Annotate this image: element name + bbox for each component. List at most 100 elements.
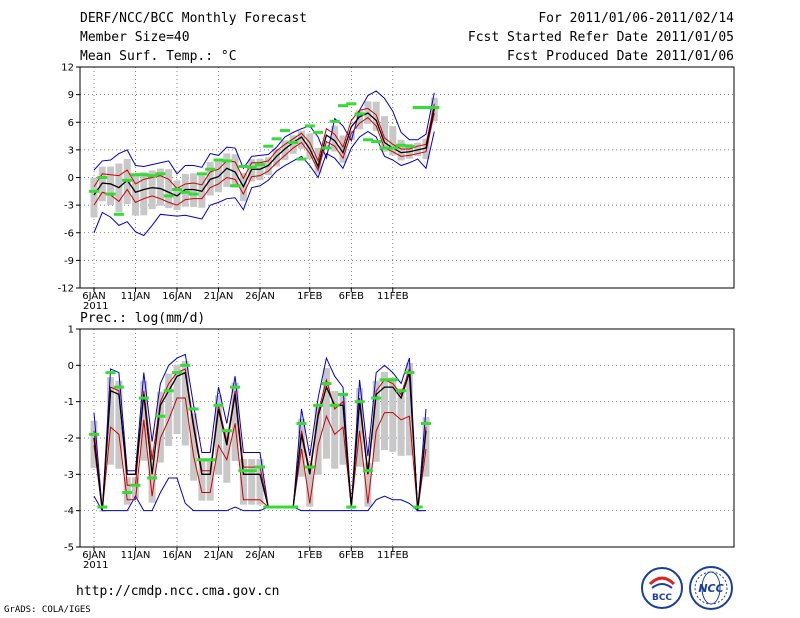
temp-obs-marker bbox=[304, 124, 315, 128]
prec-member-bar bbox=[148, 449, 156, 503]
prec-member-bar bbox=[256, 459, 264, 505]
prec-member-bar bbox=[223, 431, 231, 483]
bcc-logo-text: BCC bbox=[652, 593, 672, 603]
prec-member-bar bbox=[356, 388, 364, 467]
prec-member-bar bbox=[206, 460, 214, 501]
temp-member-bar bbox=[422, 138, 430, 160]
prec-member-bar bbox=[314, 404, 322, 475]
prec-ytick-label: -2 bbox=[64, 434, 74, 445]
prec-obs-marker bbox=[180, 363, 191, 367]
prec-ytick-label: -4 bbox=[64, 506, 74, 517]
temp-obs-marker bbox=[188, 192, 199, 196]
prec-obs-marker bbox=[196, 458, 207, 462]
temp-obs-marker bbox=[263, 144, 274, 148]
temp-obs-marker bbox=[371, 140, 382, 144]
temp-obs-marker bbox=[105, 192, 116, 196]
ncc-logo: NCC bbox=[689, 566, 733, 610]
prec-member-bar bbox=[389, 377, 397, 452]
temp-frame bbox=[79, 66, 735, 289]
prec-obs-marker bbox=[329, 403, 340, 407]
prec-obs-marker bbox=[379, 378, 390, 382]
temp-obs-marker bbox=[180, 190, 191, 194]
prec-obs-marker bbox=[296, 421, 307, 425]
prec-obs-marker bbox=[421, 421, 431, 425]
prec-obs-marker bbox=[122, 491, 133, 494]
prec-member-bar bbox=[231, 382, 239, 462]
prec-obs-marker bbox=[89, 432, 99, 436]
prec-member-bar bbox=[215, 395, 222, 475]
temp-xtick-label: 11FEB bbox=[377, 291, 409, 302]
forecast-produced-date: Fcst Produced Date 2011/01/06 bbox=[507, 49, 734, 64]
temp-member-bar bbox=[389, 126, 397, 156]
prec-ytick-label: 0 bbox=[68, 361, 74, 372]
temp-q3-line bbox=[93, 103, 435, 190]
temp-xtick-label: 6JAN bbox=[82, 291, 105, 302]
temp-obs-marker bbox=[255, 163, 265, 167]
temp-obs-marker bbox=[379, 146, 390, 150]
temp-member-bar bbox=[107, 166, 115, 205]
prec-obs-marker bbox=[396, 389, 407, 393]
prec-member-bar bbox=[190, 413, 198, 481]
temp-obs-marker bbox=[113, 212, 124, 216]
prec-xtick-label: 16JAN bbox=[162, 550, 192, 561]
temp-max-line bbox=[93, 90, 435, 175]
prec-obs-marker bbox=[221, 429, 232, 433]
temp-obs-marker bbox=[362, 138, 373, 142]
temp-member-bar bbox=[90, 177, 98, 218]
temp-ytick-label: 0 bbox=[68, 173, 74, 184]
prec-member-bar bbox=[115, 380, 123, 469]
temp-member-bar bbox=[223, 153, 231, 188]
source-url[interactable]: http://cmdp.ncc.cma.gov.cn bbox=[76, 584, 280, 599]
temp-obs-marker bbox=[147, 174, 158, 178]
prec-obs-marker bbox=[172, 371, 182, 375]
prec-ytick-label: -5 bbox=[64, 543, 74, 554]
temp-member-bar bbox=[347, 131, 355, 140]
prec-obs-marker bbox=[163, 389, 174, 393]
prec-obs-marker bbox=[288, 505, 299, 509]
temp-obs-marker bbox=[271, 137, 282, 141]
temp-member-bar bbox=[190, 173, 198, 207]
prec-member-bar bbox=[405, 362, 413, 456]
prec-obs-marker bbox=[346, 505, 357, 509]
forecast-start-date: Fcst Started Refer Date 2011/01/05 bbox=[467, 30, 734, 45]
temp-member-bar bbox=[140, 172, 148, 216]
ncc-logo-text: NCC bbox=[698, 582, 723, 595]
temp-xtick-label: 6FEB bbox=[339, 291, 364, 302]
temp-member-bar bbox=[356, 110, 364, 130]
temp-xtick-label: 26JAN bbox=[245, 291, 275, 302]
prec-xtick-label: 6JAN bbox=[82, 550, 105, 561]
temp-median-line bbox=[93, 108, 435, 197]
temp-xtick-label: 21JAN bbox=[204, 291, 234, 302]
prec-obs-marker bbox=[113, 385, 124, 389]
member-size: Member Size=40 bbox=[80, 30, 190, 45]
temp-member-bar bbox=[289, 135, 297, 154]
prec-xtick-label: 26JAN bbox=[245, 550, 275, 561]
prec-obs-marker bbox=[105, 371, 116, 375]
temp-obs-marker bbox=[97, 176, 108, 179]
prec-member-bar bbox=[123, 477, 131, 505]
temp-ytick-label: 9 bbox=[68, 90, 74, 101]
prec-member-bar bbox=[381, 371, 388, 451]
forecast-period: For 2011/01/06-2011/02/14 bbox=[538, 11, 734, 26]
bcc-logo: BCC bbox=[641, 567, 683, 609]
prec-obs-marker bbox=[362, 469, 373, 473]
temp-obs-marker bbox=[205, 167, 216, 171]
temp-obs-marker bbox=[130, 173, 141, 177]
prec-member-bar bbox=[306, 462, 314, 507]
prec-member-bar bbox=[156, 391, 164, 463]
temp-ytick-label: -3 bbox=[64, 201, 74, 212]
temp-xtick-label: 1FEB bbox=[297, 291, 322, 302]
prec-obs-marker bbox=[279, 505, 290, 509]
temp-obs-marker bbox=[338, 104, 348, 108]
variable-label-temp: Mean Surf. Temp.: °C bbox=[80, 49, 237, 64]
prec-panel: 1 0 -1 -2 -3 -4 -5 6JAN 11JAN 16JAN 21JAN 26JAN 1FEB… bbox=[64, 325, 735, 571]
prec-obs-marker bbox=[354, 400, 365, 404]
temp-obs-marker bbox=[221, 159, 232, 163]
temp-obs-marker bbox=[155, 172, 166, 176]
temp-obs-marker bbox=[354, 112, 365, 116]
prec-obs-marker bbox=[138, 396, 149, 400]
temp-obs-marker bbox=[346, 102, 357, 106]
temp-member-bar bbox=[339, 135, 347, 163]
temp-obs-marker bbox=[230, 184, 241, 188]
